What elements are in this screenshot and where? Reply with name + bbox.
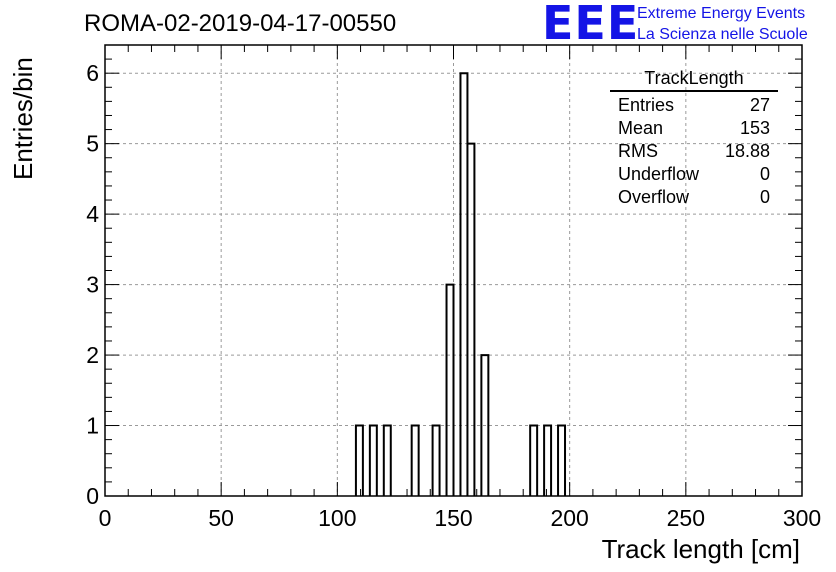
stats-row-rms: RMS 18.88 [610,140,778,163]
y-tick-label: 2 [86,342,99,368]
y-tick-label: 6 [86,60,99,86]
histogram-bin [384,426,391,496]
stats-label: Mean [618,118,664,138]
logo-caption-line1: Extreme Energy Events [637,5,806,22]
stats-box: TrackLength Entries 27 Mean 153 RMS 18.88 U… [610,68,778,209]
stats-value: 0 [759,187,770,207]
histogram-bin [530,426,537,496]
logo-caption-line2: La Scienza nelle Scuole [637,26,808,43]
y-tick-label: 3 [86,272,99,298]
y-tick-label: 0 [86,483,99,509]
stats-box-title: TrackLength [610,68,778,92]
y-tick-label: 4 [86,201,99,227]
eee-logo: EEE [542,0,640,50]
stats-label: Entries [618,95,675,115]
histogram-bins [354,72,567,496]
x-tick-label: 200 [550,505,588,531]
stats-label: Underflow [618,164,700,184]
x-tick-label: 0 [99,505,112,531]
stats-value: 18.88 [724,141,770,161]
x-tick-label: 300 [783,505,821,531]
x-tick-label: 50 [208,505,234,531]
y-tick-label: 1 [86,413,99,439]
stats-row-underflow: Underflow 0 [610,163,778,186]
y-axis-label-text: Entries/bin [8,57,38,180]
histogram-bin [558,426,565,496]
stats-row-overflow: Overflow 0 [610,186,778,209]
stats-value: 153 [739,118,770,138]
x-tick-label: 100 [318,505,356,531]
y-axis-label: Entries/bin [8,57,38,190]
histogram-bin [433,426,440,496]
x-axis-label: Track length [cm] [601,534,800,564]
histogram-bin [467,144,474,496]
stats-row-entries: Entries 27 [610,94,778,117]
stats-value: 27 [749,95,770,115]
logo-caption: Extreme Energy Events La Scienza nelle S… [637,3,808,45]
stats-label: Overflow [618,187,690,207]
y-tick-label: 5 [86,131,99,157]
histogram-bin [356,426,363,496]
run-title: ROMA-02-2019-04-17-00550 [84,10,397,37]
histogram-bin [544,426,551,496]
stats-value: 0 [759,164,770,184]
histogram-outline [354,72,567,496]
tick-labels: 0 50 100 150 200 250 300 0 1 2 3 4 5 6 [86,60,821,531]
x-tick-label: 250 [667,505,705,531]
axes [104,44,803,497]
histogram-bin [447,285,454,496]
x-tick-label: 150 [434,505,472,531]
stats-row-mean: Mean 153 [610,117,778,140]
stats-label: RMS [618,141,658,161]
histogram-bin [412,426,419,496]
histogram-bin [370,426,377,496]
